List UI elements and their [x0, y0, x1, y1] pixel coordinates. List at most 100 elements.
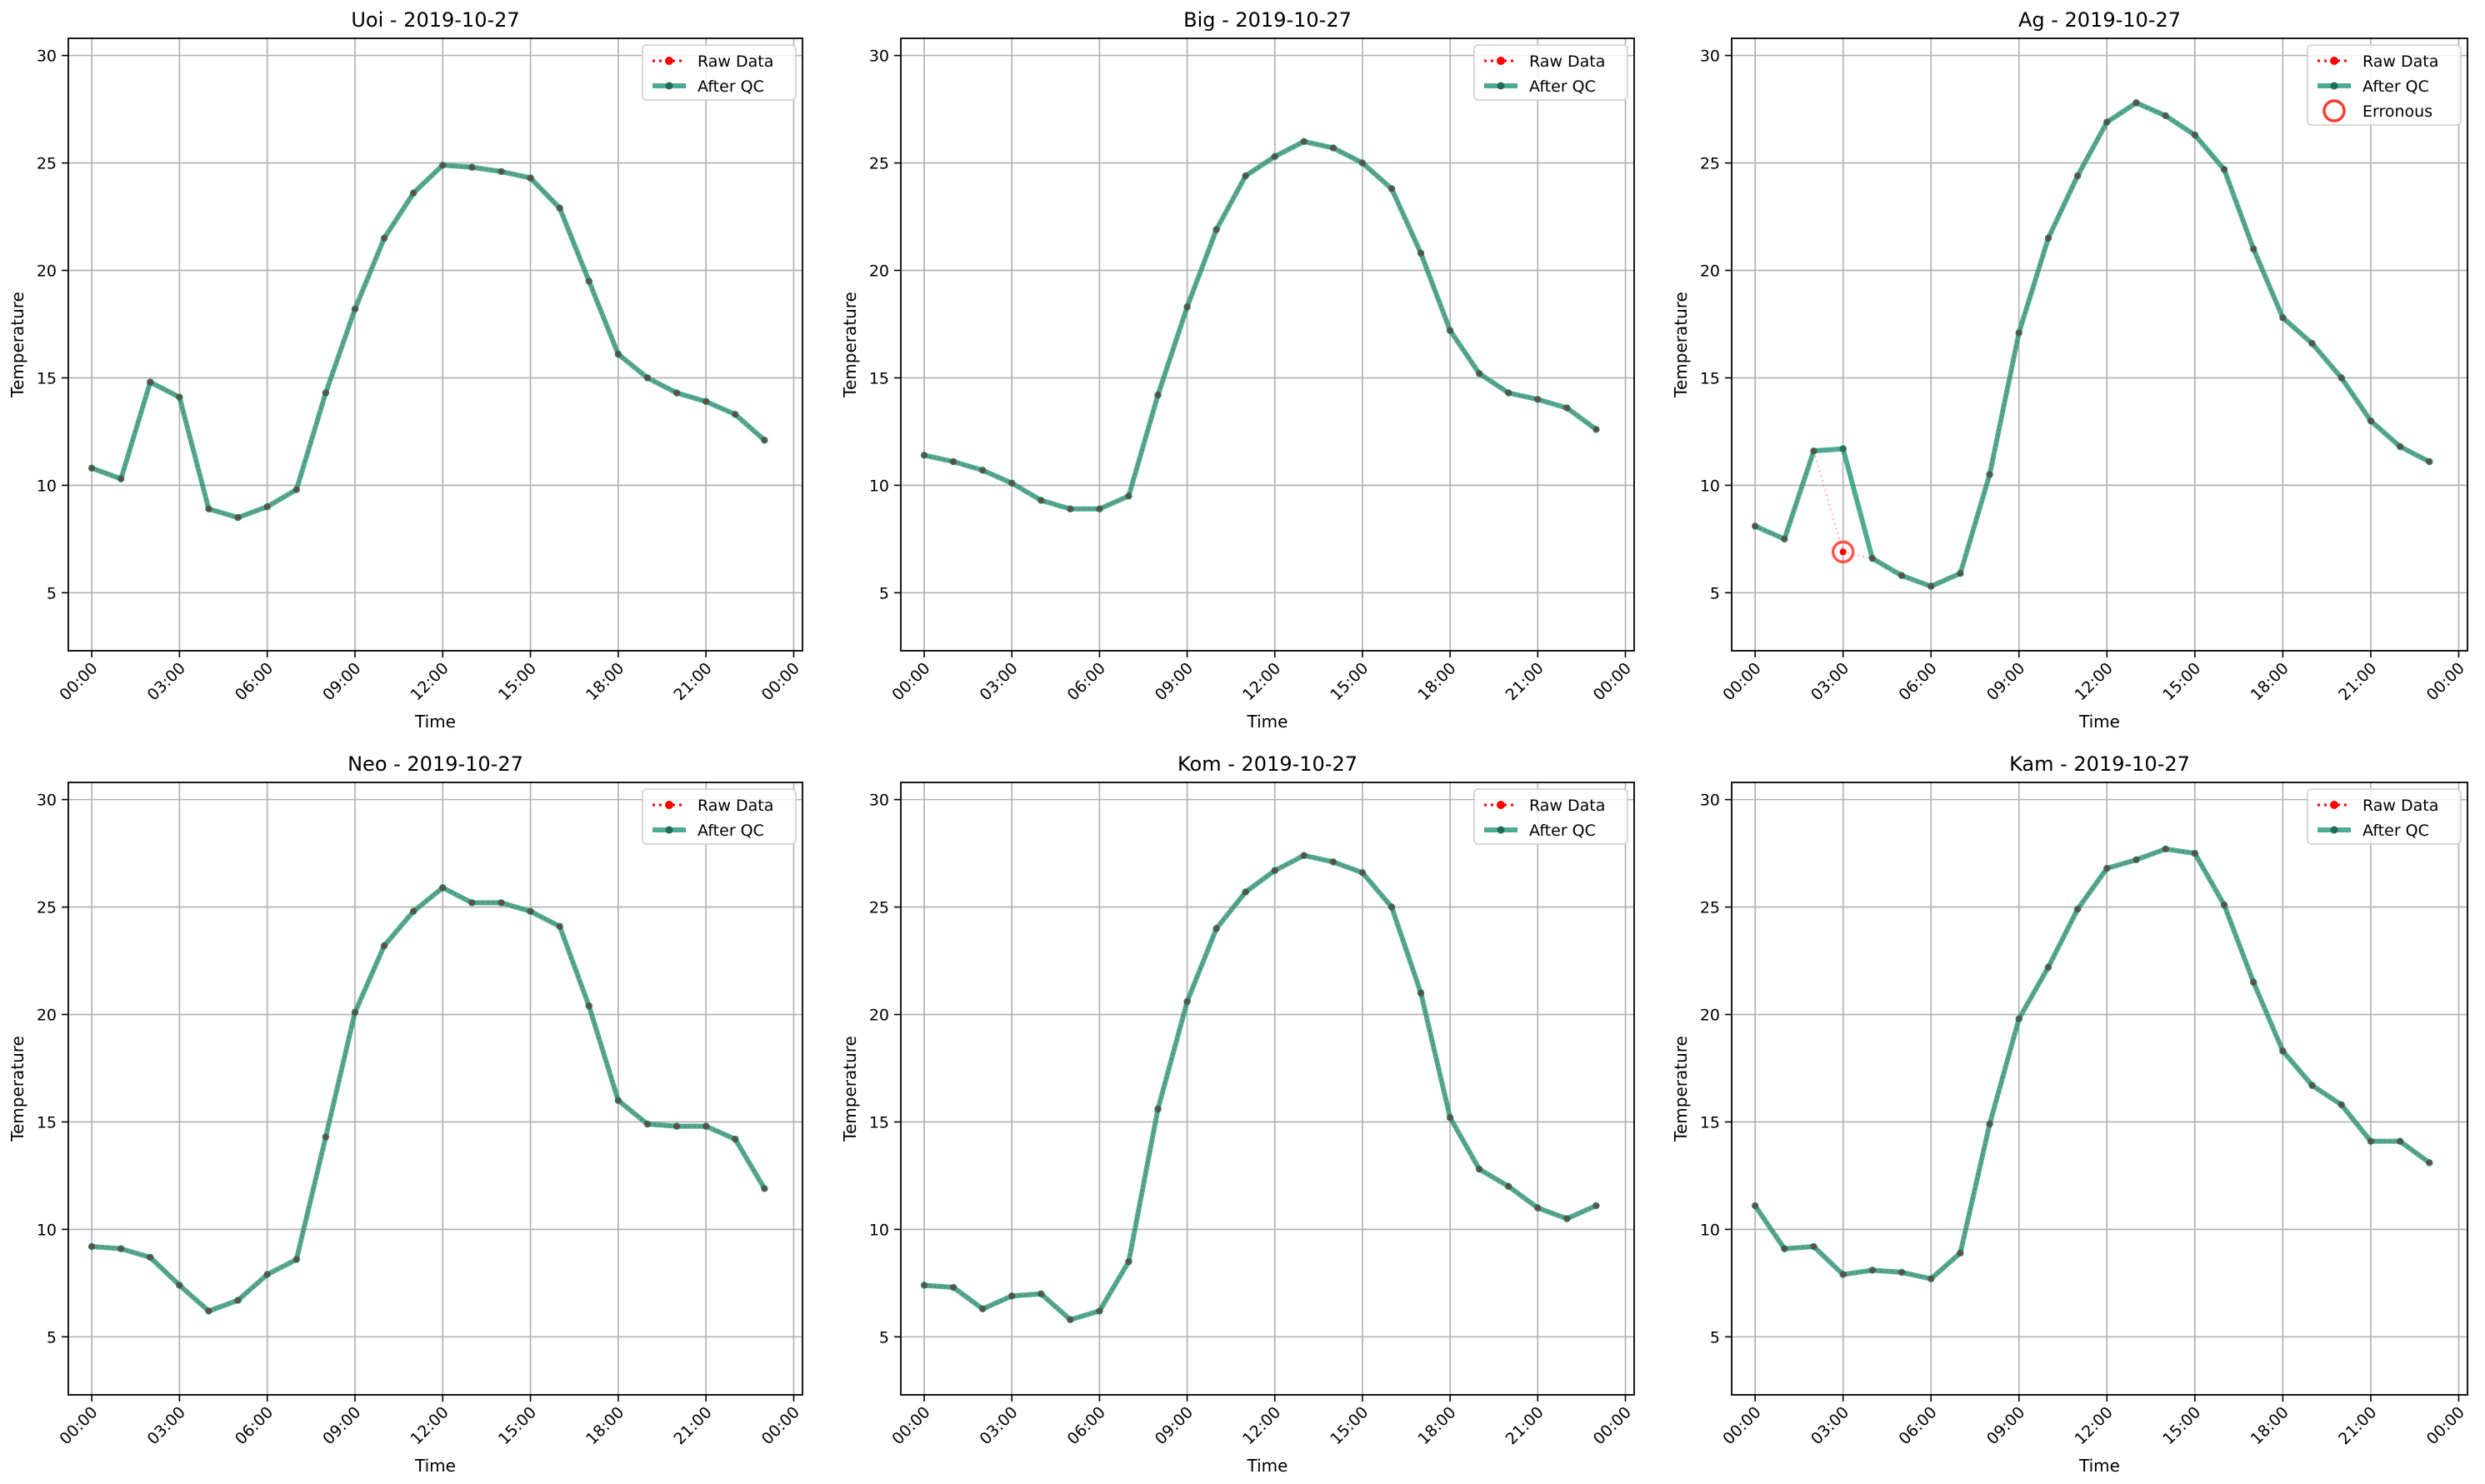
- raw-data-point: [1870, 1268, 1875, 1272]
- legend: Raw Data After QC: [642, 788, 797, 845]
- after-qc-point: [2103, 864, 2111, 872]
- raw-data-point: [441, 886, 445, 890]
- after-qc-point: [2220, 901, 2228, 909]
- legend-raw-label: Raw Data: [1529, 797, 1605, 815]
- ytick-label: 5: [879, 584, 889, 602]
- after-qc-point: [147, 1253, 154, 1262]
- after-qc-point: [1154, 391, 1162, 399]
- axes-frame: [900, 782, 1635, 1396]
- after-qc-point: [556, 922, 563, 930]
- raw-data-point: [1536, 397, 1540, 402]
- after-qc-point: [585, 277, 592, 285]
- xtick-label: 03:00: [1808, 1403, 1852, 1448]
- ytick-label: 10: [37, 477, 57, 495]
- ytick-label: 25: [37, 155, 57, 173]
- after-qc-point: [2426, 457, 2433, 466]
- legend: Raw Data After QC: [2307, 788, 2462, 845]
- after-qc-point: [1810, 1242, 1818, 1251]
- raw-data-point: [1389, 905, 1394, 909]
- raw-data-point: [2017, 1017, 2021, 1021]
- legend-qc-marker: [1497, 82, 1505, 90]
- after-qc-point: [702, 1122, 710, 1130]
- after-qc-point: [1446, 1114, 1454, 1122]
- legend-qc-marker: [665, 826, 673, 834]
- raw-data-point: [1507, 1184, 1511, 1189]
- x-axis-label: Time: [2078, 1456, 2120, 1476]
- after-qc-point: [2279, 314, 2287, 322]
- raw-data-point: [2222, 167, 2227, 172]
- after-qc-point: [1868, 1267, 1877, 1274]
- after-qc-point: [2073, 905, 2082, 913]
- raw-data-point: [1782, 537, 1787, 542]
- after-qc-point: [1212, 925, 1220, 932]
- raw-data-point: [2281, 1049, 2285, 1053]
- xtick-label: 00:00: [1590, 1403, 1635, 1448]
- raw-data-point: [2134, 857, 2138, 862]
- plot-area: [68, 38, 802, 651]
- after-qc-point: [1986, 471, 1993, 478]
- xtick-label: 09:00: [1983, 659, 2028, 704]
- raw-data-point: [616, 352, 621, 357]
- raw-data-point: [1418, 991, 1423, 995]
- raw-data-point: [1127, 1259, 1131, 1264]
- after-qc-point: [498, 899, 505, 907]
- ytick-label: 30: [37, 47, 57, 66]
- series-raw-data-line: [91, 164, 765, 519]
- raw-data-point: [1448, 1116, 1452, 1120]
- after-qc-point: [643, 1120, 652, 1128]
- raw-data-point: [980, 468, 985, 472]
- raw-data-point: [178, 1283, 182, 1287]
- ytick-label: 10: [37, 1221, 57, 1239]
- after-qc-point: [1329, 858, 1338, 866]
- ytick-label: 5: [47, 584, 57, 602]
- gridlines: [68, 782, 802, 1395]
- series-raw-data-line: [923, 140, 1597, 510]
- x-axis-label: Time: [414, 712, 456, 732]
- after-qc-point: [949, 1283, 958, 1292]
- subplot-title: Neo - 2019-10-27: [348, 752, 523, 776]
- after-qc-point: [1417, 989, 1425, 997]
- raw-data-point: [762, 438, 767, 442]
- raw-data-point: [587, 1004, 591, 1008]
- legend-err-marker: [2322, 99, 2346, 122]
- series-raw-data-line: [1754, 848, 2430, 1280]
- ytick-label: 10: [1700, 1221, 1720, 1239]
- x-axis-label: Time: [414, 1456, 456, 1476]
- subplot-title: Kom - 2019-10-27: [1178, 752, 1358, 776]
- raw-data-point: [1243, 173, 1248, 178]
- legend-raw-marker: [2330, 801, 2338, 809]
- after-qc-point: [1781, 1245, 1788, 1252]
- xtick-label: 12:00: [1239, 659, 1284, 704]
- ytick-label: 30: [869, 792, 889, 810]
- after-qc-point: [439, 884, 447, 892]
- raw-data-point: [674, 391, 679, 395]
- after-qc-point: [1986, 1120, 1993, 1128]
- after-qc-point: [1898, 1268, 1906, 1277]
- raw-data-point: [733, 412, 738, 417]
- xtick-label: 21:00: [2335, 1403, 2380, 1448]
- after-qc-point: [2367, 417, 2375, 425]
- after-qc-point: [2220, 166, 2228, 173]
- raw-data-point: [1156, 392, 1160, 397]
- after-qc-point: [1417, 249, 1425, 257]
- raw-data-point: [1214, 927, 1218, 931]
- after-qc-point: [1928, 582, 1935, 590]
- raw-data-point: [2192, 851, 2198, 856]
- subplot-2: 5 10 15 20 25 30 00:00 03:00 06:00 09:00 12:00 15:0…: [840, 8, 1635, 732]
- xtick-label: 09:00: [319, 659, 364, 704]
- after-qc-point: [234, 1297, 242, 1304]
- raw-data-point: [2310, 342, 2314, 346]
- xtick-label: 18:00: [2248, 659, 2292, 704]
- x-axis-label: Time: [1247, 1456, 1288, 1476]
- xtick-label: 15:00: [1327, 1403, 1372, 1448]
- after-qc-point: [1125, 492, 1132, 500]
- legend-raw-marker: [665, 57, 673, 65]
- after-qc-point: [920, 452, 928, 459]
- raw-data-point: [951, 1285, 956, 1290]
- raw-data-point: [499, 169, 503, 174]
- raw-data-point: [2046, 236, 2051, 241]
- subplot-title: Big - 2019-10-27: [1183, 8, 1352, 32]
- after-qc-point: [1038, 1290, 1045, 1297]
- xtick-label: 12:00: [2072, 659, 2117, 704]
